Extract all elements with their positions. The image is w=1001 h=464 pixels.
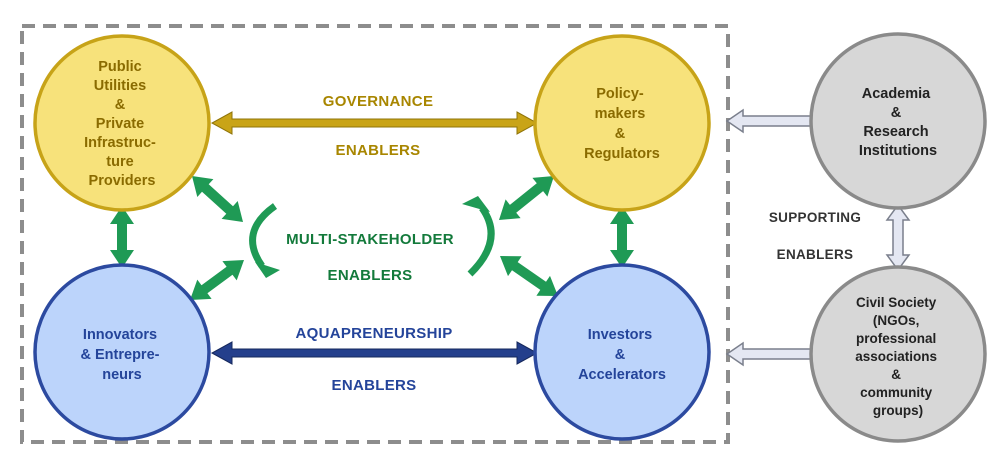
policy-makers-line: Regulators [584, 146, 660, 162]
investors-node [533, 263, 711, 441]
civil-society-line: Civil Society [856, 295, 937, 310]
investors-line: Investors [588, 327, 652, 343]
civil-society-line: (NGOs, [873, 313, 920, 328]
diag-arrow-top-right [499, 176, 554, 220]
multi-stakeholder-label: MULTI-STAKEHOLDER [286, 231, 454, 248]
policy-makers-line: makers [595, 106, 646, 122]
civil-society-line: associations [855, 349, 937, 364]
aquapreneurship-label: AQUAPRENEURSHIP [295, 325, 452, 342]
innovators-line: neurs [102, 367, 142, 383]
public-utilities-line: Infrastruc- [84, 135, 156, 151]
right-cycle-arrow [467, 205, 495, 277]
civil-society-arrow [725, 341, 812, 367]
diag-arrow-bottom-left [190, 260, 244, 300]
academia-arrow [725, 108, 812, 134]
diag-arrow-bottom-right [500, 256, 558, 296]
civil-society-line: community [860, 385, 933, 400]
civil-society-label: Civil Society (NGOs, professional associ… [855, 295, 941, 418]
academia-node [809, 32, 987, 210]
aquapreneurship-arrow [210, 341, 539, 365]
governance-label: GOVERNANCE [323, 93, 434, 110]
policy-makers-node [533, 34, 711, 212]
investors-line: & [615, 347, 626, 363]
investors-line: Accelerators [578, 367, 666, 383]
public-utilities-line: ture [106, 154, 133, 170]
innovators-label: Innovators & Entrepre- neurs [81, 327, 164, 383]
academia-line: Institutions [859, 143, 937, 159]
investors-label: Investors & Accelerators [578, 327, 666, 383]
supporting-enablers-label: ENABLERS [777, 247, 854, 262]
multi-stakeholder-enablers-label: ENABLERS [328, 267, 413, 284]
academia-label: Academia & Research Institutions [859, 86, 937, 159]
public-utilities-node [33, 34, 211, 212]
public-utilities-line: Private [96, 116, 144, 132]
policy-makers-line: & [615, 126, 626, 142]
civil-society-line: & [891, 367, 901, 382]
policy-makers-line: Policy- [596, 86, 644, 102]
diag-arrow-top-left [192, 176, 243, 222]
right-vertical-arrow [610, 206, 634, 268]
left-cycle-arrow [249, 203, 278, 269]
academia-line: Research [863, 124, 928, 140]
aquapreneurship-enablers-label: ENABLERS [332, 377, 417, 394]
innovators-line: & Entrepre- [81, 347, 160, 363]
academia-line: Academia [862, 86, 931, 102]
academia-line: & [891, 105, 902, 121]
left-cycle-arrow-head [255, 262, 280, 278]
public-utilities-line: Providers [89, 173, 156, 189]
ecosystem-boundary [20, 24, 730, 444]
left-vertical-arrow [110, 206, 134, 268]
civil-society-node [809, 265, 987, 443]
supporting-label: SUPPORTING [769, 210, 861, 225]
civil-society-line: groups) [873, 403, 923, 418]
policy-makers-label: Policy- makers & Regulators [584, 86, 660, 162]
governance-enablers-label: ENABLERS [336, 142, 421, 159]
public-utilities-line: Public [98, 59, 142, 75]
civil-society-line: professional [856, 331, 936, 346]
public-utilities-label: Public Utilities & Private Infrastruc- t… [84, 59, 160, 189]
public-utilities-line: Utilities [94, 78, 146, 94]
supporting-vertical-arrow [885, 203, 911, 272]
right-cycle-arrow-head [462, 196, 490, 212]
innovators-node [33, 263, 211, 441]
arrows-layer [110, 108, 911, 367]
governance-arrow [210, 111, 539, 135]
innovators-line: Innovators [83, 327, 157, 343]
public-utilities-line: & [115, 97, 126, 113]
